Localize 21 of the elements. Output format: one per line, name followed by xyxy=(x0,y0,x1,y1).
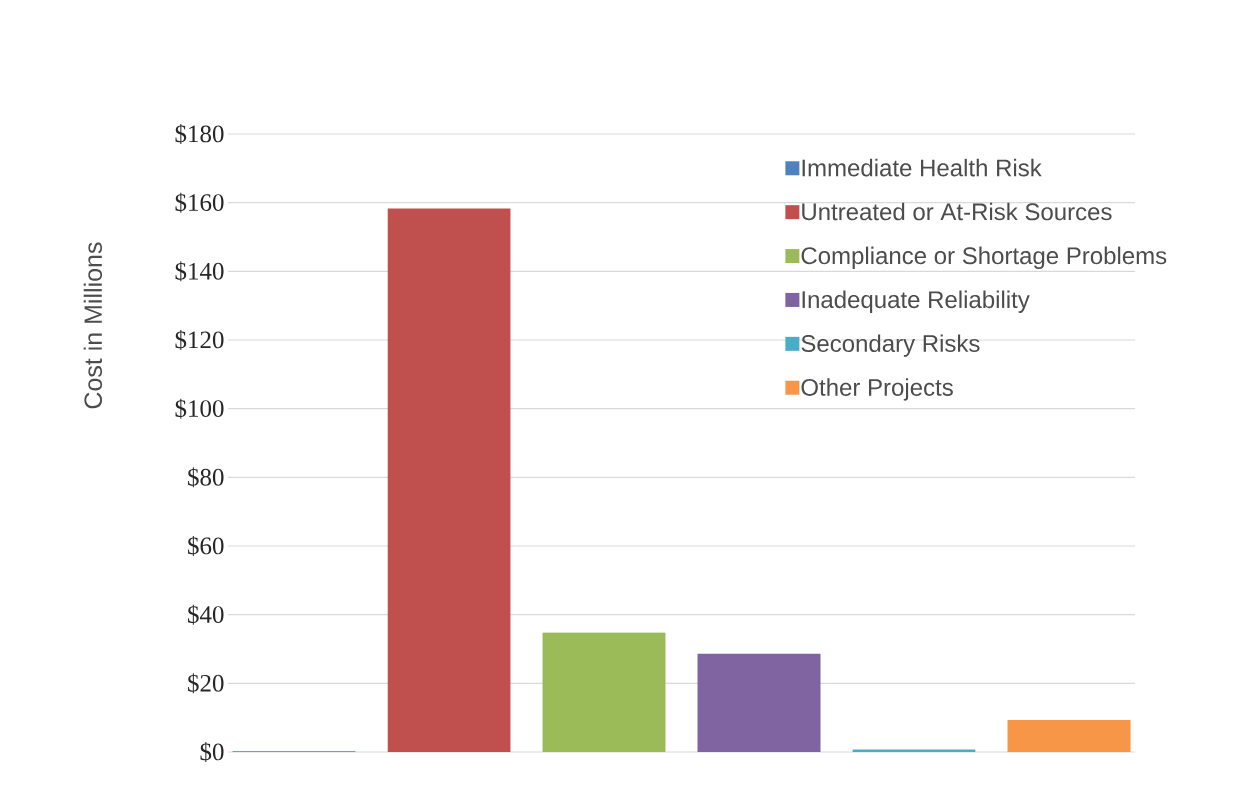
y-tick-label: $160 xyxy=(175,192,224,213)
legend-label: Secondary Risks xyxy=(801,334,980,357)
legend-label: Untreated or At-Risk Sources xyxy=(802,202,1112,221)
y-axis-title: Cost in Millions xyxy=(83,242,103,409)
legend-label: Other Projects xyxy=(801,378,953,401)
y-tick-label: $60 xyxy=(188,536,224,556)
bar xyxy=(1007,720,1131,752)
y-tick-label: $180 xyxy=(175,124,224,144)
y-tick-label: $140 xyxy=(175,261,224,282)
legend-label: Immediate Health Risk xyxy=(802,158,1042,177)
legend-label: Compliance or Shortage Problems xyxy=(801,246,1167,269)
y-tick-label: $40 xyxy=(188,604,224,625)
y-tick-label: $100 xyxy=(175,398,224,419)
y-tick-label: $80 xyxy=(188,467,224,488)
y-tick-label: $120 xyxy=(175,330,224,350)
y-tick-label: $0 xyxy=(200,742,224,762)
bar xyxy=(387,208,511,752)
legend-label: Inadequate Reliability xyxy=(802,290,1030,313)
bar xyxy=(697,653,821,752)
bar xyxy=(542,632,666,752)
y-tick-label: $20 xyxy=(188,673,224,694)
